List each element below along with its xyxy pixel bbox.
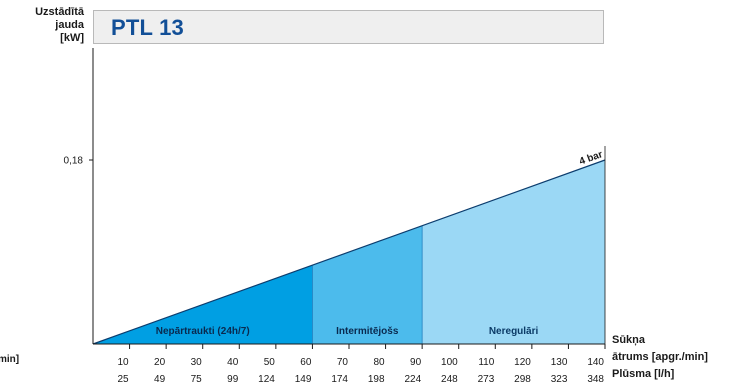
- x-tick-label-flow-3: 75: [191, 374, 203, 385]
- x-tick-label-flow-8: 198: [368, 374, 385, 385]
- zone-label-1: Nepārtraukti (24h/7): [156, 326, 250, 337]
- x-tick-label-speed-2: 20: [154, 357, 166, 368]
- x-tick-label-speed-11: 110: [478, 357, 494, 368]
- series-line-4bar: [92, 159, 606, 345]
- chart-title-box: PTL 13: [93, 10, 604, 44]
- x-axis-label-line-1: Sūkņa: [612, 334, 646, 346]
- y-axis-label-line-2: jauda: [55, 19, 84, 31]
- x-tick-label-flow-13: 323: [551, 374, 568, 385]
- zone-area-3: [422, 160, 605, 344]
- y-tick-label-1: 0,18: [64, 156, 84, 167]
- zone-label-2: Intermitējošs: [336, 326, 399, 337]
- y-axis-label: Uzstādītā jauda [kW]: [35, 6, 84, 45]
- x-tick-label-flow-11: 273: [478, 374, 495, 385]
- x-tick-label-flow-12: 298: [514, 374, 531, 385]
- x-tick-label-speed-6: 60: [300, 357, 312, 368]
- x-tick-label-speed-13: 130: [551, 357, 568, 368]
- x-tick-label-flow-6: 149: [295, 374, 312, 385]
- x-tick-label-flow-9: 224: [404, 374, 421, 385]
- x-axis-flow-label: Plūsma [l/h]: [612, 368, 675, 380]
- zone-area-2: [312, 225, 423, 344]
- y-axis-label-line-1: Uzstādītā: [35, 6, 84, 18]
- y-axis-label-line-3: [kW]: [60, 32, 84, 44]
- zone-label-3: Neregulāri: [489, 326, 539, 337]
- x-tick-label-flow-7: 174: [331, 374, 348, 385]
- x-tick-label-speed-7: 70: [337, 357, 349, 368]
- x-tick-label-speed-3: 30: [191, 357, 203, 368]
- x-tick-label-speed-10: 100: [441, 357, 458, 368]
- chart-title: PTL 13: [111, 15, 184, 40]
- x-tick-label-flow-1: 25: [117, 374, 129, 385]
- x-tick-label-flow-5: 124: [258, 374, 275, 385]
- x-tick-label-speed-8: 80: [373, 357, 385, 368]
- x-tick-label-speed-4: 40: [227, 357, 239, 368]
- cut-off-axis-label-text: min]: [0, 354, 20, 365]
- x-axis-label-line-2: ātrums [apgr./min]: [612, 351, 708, 363]
- x-tick-label-flow-2: 49: [154, 374, 166, 385]
- x-tick-label-speed-14: 140: [587, 357, 604, 368]
- x-tick-label-flow-10: 248: [441, 374, 458, 385]
- x-tick-label-speed-12: 120: [514, 357, 531, 368]
- x-tick-label-flow-4: 99: [227, 374, 239, 385]
- x-tick-label-speed-9: 90: [410, 357, 422, 368]
- x-tick-label-speed-5: 50: [264, 357, 276, 368]
- cut-off-axis-label: min]: [0, 354, 20, 365]
- x-tick-label-speed-1: 10: [117, 357, 129, 368]
- x-tick-label-flow-14: 348: [587, 374, 604, 385]
